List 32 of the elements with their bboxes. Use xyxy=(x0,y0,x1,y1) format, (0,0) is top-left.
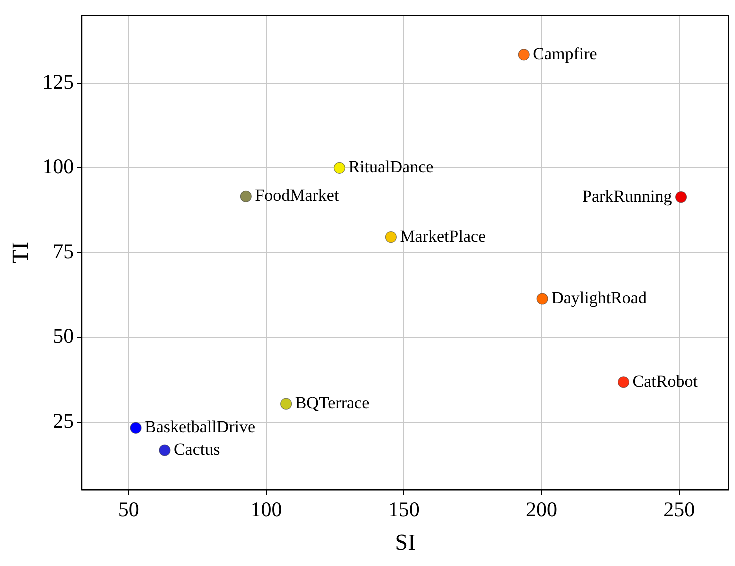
y-axis-title: TI xyxy=(8,242,33,264)
annotation: Campfire xyxy=(533,44,598,64)
x-tick-label: 50 xyxy=(118,497,140,522)
point xyxy=(240,190,252,202)
x-tick-label: 200 xyxy=(526,497,558,522)
annotation: MarketPlace xyxy=(400,226,486,246)
annotation: Cactus xyxy=(174,440,220,460)
annotation: BasketballDrive xyxy=(145,418,256,437)
x-axis-title: SI xyxy=(395,530,416,556)
y-tick-label: 25 xyxy=(53,408,74,433)
point xyxy=(618,376,630,388)
point xyxy=(159,444,171,456)
y-tick-label: 125 xyxy=(42,70,74,94)
point xyxy=(536,293,548,305)
point xyxy=(334,162,346,174)
point xyxy=(280,398,292,410)
y-tick-label: 75 xyxy=(53,239,74,264)
y-tick-label: 50 xyxy=(53,324,74,348)
point xyxy=(518,49,530,61)
y-tick-label: 100 xyxy=(42,154,74,179)
x-tick-label: 150 xyxy=(388,497,420,522)
point xyxy=(675,192,688,204)
annotation: ParkRunning xyxy=(582,186,673,206)
annotation: BQTerrace xyxy=(295,394,370,413)
point xyxy=(385,232,397,244)
x-tick-label: 100 xyxy=(250,497,282,522)
annotation: FoodMarket xyxy=(255,186,340,206)
annotation: RitualDance xyxy=(348,158,434,177)
x-tick-label: 250 xyxy=(664,497,696,522)
annotation: DaylightRoad xyxy=(552,288,648,308)
annotation: CatRobot xyxy=(632,372,698,391)
point xyxy=(130,422,142,434)
